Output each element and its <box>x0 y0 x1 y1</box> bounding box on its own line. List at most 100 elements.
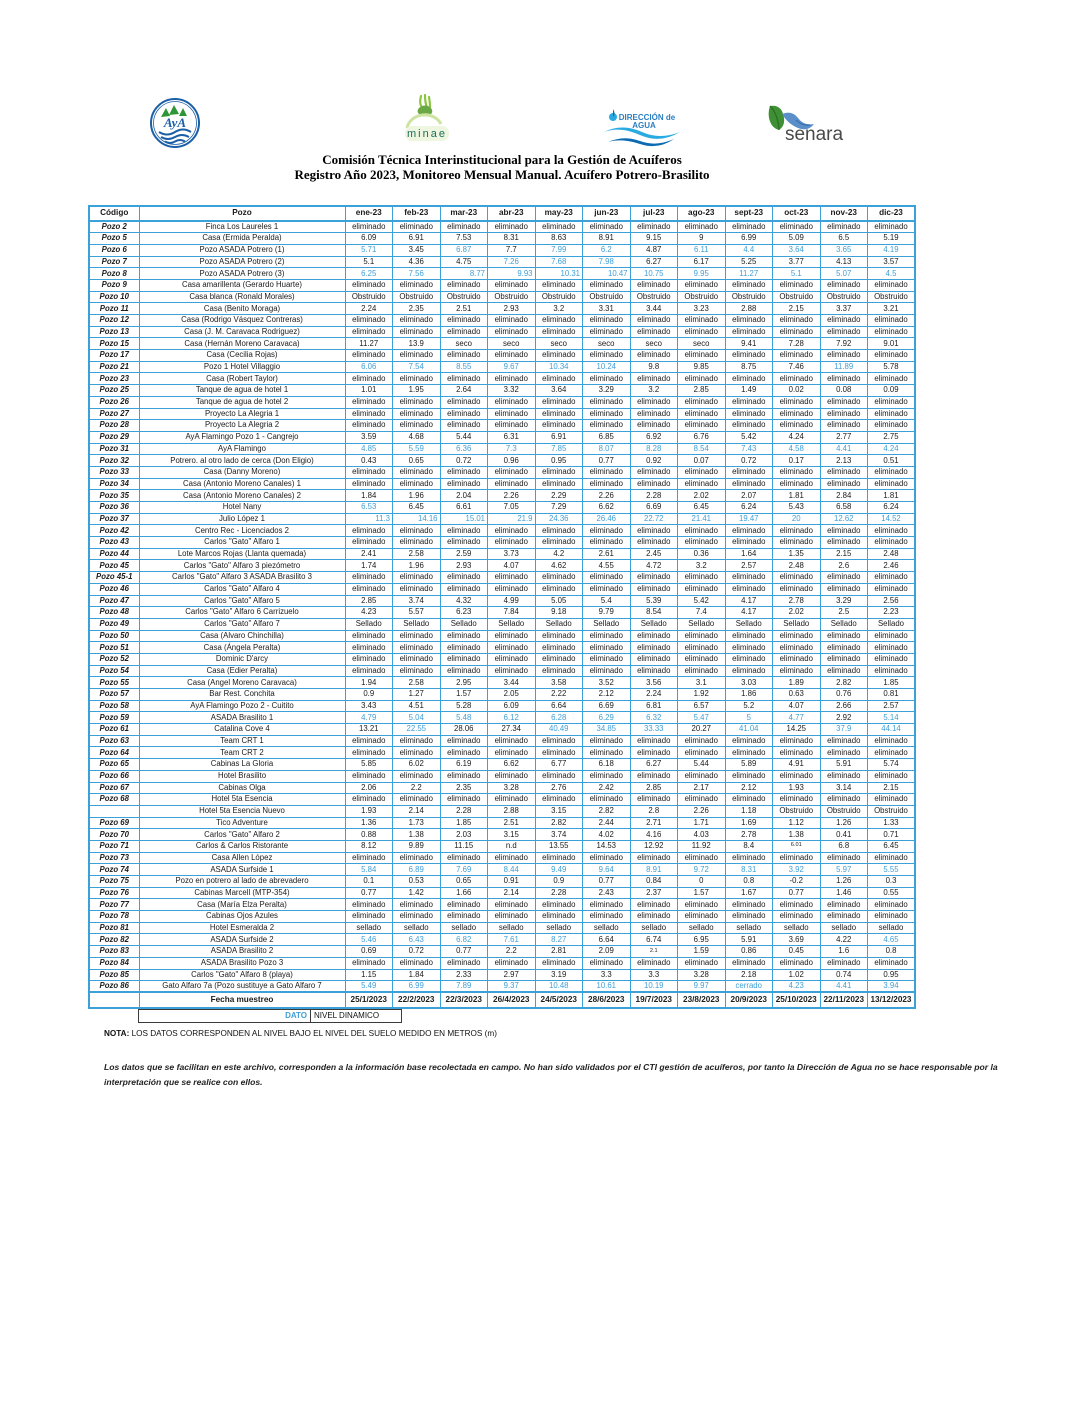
value-cell: Sellado <box>534 617 583 631</box>
value-cell: eliminado <box>724 793 773 806</box>
table-row: Pozo 32 Potrero. al otro lado de cerca (D… <box>88 454 916 467</box>
table-row: Pozo 45 Carlos "Gato" Alfaro 3 piezómetro… <box>88 559 916 573</box>
table-row: Pozo 48 Carlos "Gato" Alfaro 6 Carrizuelo… <box>88 606 916 619</box>
well-name: Casa blanca (Ronald Morales) <box>138 290 346 304</box>
well-name: Casa (Benito Moraga) <box>138 302 346 315</box>
value-cell: 11.3 <box>344 512 393 526</box>
value-cell: 4.65 <box>867 933 916 947</box>
value-cell: 0.63 <box>772 688 821 701</box>
well-code: Pozo 55 <box>88 676 140 689</box>
value-cell: sellado <box>819 921 868 935</box>
value-cell: 0.76 <box>819 688 868 701</box>
well-code: Pozo 2 <box>88 220 140 234</box>
value-cell: 8.91 <box>629 863 678 876</box>
value-cell: 3.64 <box>772 243 821 257</box>
aya-logo-text: AyA <box>163 115 186 130</box>
value-cell: 0.95 <box>867 968 916 982</box>
table-row: Pozo 78 Cabinas Ojos Azules eliminado elimi… <box>88 910 916 923</box>
table-row: Pozo 42 Centro Rec - Licenciados 2 elimina… <box>88 524 916 538</box>
value-cell: 3.3 <box>582 968 631 982</box>
value-cell: 11.27 <box>344 337 393 351</box>
value-cell: eliminado <box>534 372 583 386</box>
well-code: Pozo 9 <box>88 278 140 292</box>
value-cell: eliminado <box>392 278 441 292</box>
well-name: Casa (Ángela Peralta) <box>138 641 346 654</box>
value-cell: 1.59 <box>677 945 726 958</box>
value-cell: 2.5 <box>819 606 868 619</box>
value-cell: 2.48 <box>772 559 821 573</box>
value-cell: eliminado <box>392 536 441 549</box>
value-cell: 3.45 <box>392 243 441 257</box>
value-cell: 4.4 <box>724 243 773 257</box>
table-row: Pozo 36 Hotel Nany 6.53 6.45 6.61 7.05 7.29 6.6… <box>88 501 916 514</box>
value-cell: 11.27 <box>724 267 773 280</box>
value-cell: eliminado <box>867 793 916 806</box>
well-code: Pozo 13 <box>88 325 140 339</box>
value-cell: eliminado <box>724 641 773 654</box>
well-name: Carlos "Gato" Alfaro 5 <box>138 594 346 608</box>
value-cell: 7.54 <box>392 360 441 374</box>
value-cell: eliminado <box>819 220 868 234</box>
well-code: Pozo 75 <box>88 875 140 888</box>
value-cell: eliminado <box>582 851 631 865</box>
value-cell: eliminado <box>439 419 488 432</box>
minae-logo-text: minae <box>407 128 447 140</box>
table-header-row: Código Pozo ene-23 feb-23 mar-23 abr-23 may-23… <box>88 205 916 222</box>
value-cell: eliminado <box>487 641 536 654</box>
value-cell: 9.85 <box>677 360 726 374</box>
value-cell: eliminado <box>344 582 393 596</box>
value-cell: 5.57 <box>392 606 441 619</box>
well-name: AyA Flamingo Pozo 1 - Cangrejo <box>138 430 346 444</box>
table-row: Pozo 63 Team CRT 1 eliminado eliminado elimi… <box>88 734 916 748</box>
value-cell: 4.02 <box>582 828 631 841</box>
value-cell: eliminado <box>677 278 726 292</box>
value-cell: eliminado <box>819 372 868 386</box>
nota-line: NOTA: LOS DATOS CORRESPONDEN AL NIVEL BA… <box>104 1029 497 1038</box>
value-cell: eliminado <box>534 278 583 292</box>
value-cell: eliminado <box>819 465 868 479</box>
value-cell: 0.07 <box>677 454 726 467</box>
value-cell: eliminado <box>439 898 488 912</box>
value-cell: 2.45 <box>629 547 678 561</box>
value-cell: eliminado <box>772 524 821 538</box>
value-cell: eliminado <box>724 851 773 865</box>
value-cell: 0.41 <box>819 828 868 841</box>
value-cell: 0.9 <box>344 688 393 701</box>
value-cell: 6.87 <box>439 243 488 257</box>
value-cell: eliminado <box>677 536 726 549</box>
value-cell: 0.65 <box>439 875 488 888</box>
value-cell: eliminado <box>439 629 488 643</box>
value-cell: 5.91 <box>819 758 868 771</box>
value-cell: 21.41 <box>677 512 726 526</box>
value-cell: 14.53 <box>582 839 631 853</box>
legend-dato-label: DATO <box>138 1009 310 1023</box>
value-cell: 9.89 <box>392 839 441 853</box>
value-cell: eliminado <box>439 956 488 970</box>
value-cell: 1.85 <box>439 816 488 830</box>
value-cell: eliminado <box>439 910 488 923</box>
value-cell: 3.03 <box>724 676 773 689</box>
value-cell: eliminado <box>344 898 393 912</box>
well-code: Pozo 28 <box>88 419 140 432</box>
value-cell: 6.76 <box>677 430 726 444</box>
table-row: Pozo 57 Bar Rest. Conchita 0.9 1.27 1.57 2.05… <box>88 688 916 701</box>
value-cell: eliminado <box>392 465 441 479</box>
table-row: Pozo 9 Casa amarillenta (Gerardo Huarte) e… <box>88 278 916 292</box>
value-cell: Sellado <box>677 617 726 631</box>
value-cell: eliminado <box>439 314 488 327</box>
value-cell: sellado <box>867 921 916 935</box>
value-cell: eliminado <box>582 278 631 292</box>
value-cell: 2.37 <box>629 886 678 900</box>
value-cell: 4.91 <box>772 758 821 771</box>
value-cell: 6.99 <box>724 232 773 245</box>
value-cell: eliminado <box>439 746 488 760</box>
value-cell: 7.99 <box>534 243 583 257</box>
value-cell: eliminado <box>582 629 631 643</box>
value-cell: 3.77 <box>772 255 821 269</box>
well-code: Pozo 49 <box>88 617 140 631</box>
value-cell: eliminado <box>629 851 678 865</box>
value-cell: 3.64 <box>534 384 583 397</box>
value-cell: 3.29 <box>819 594 868 608</box>
value-cell: eliminado <box>724 898 773 912</box>
value-cell: eliminado <box>392 582 441 596</box>
